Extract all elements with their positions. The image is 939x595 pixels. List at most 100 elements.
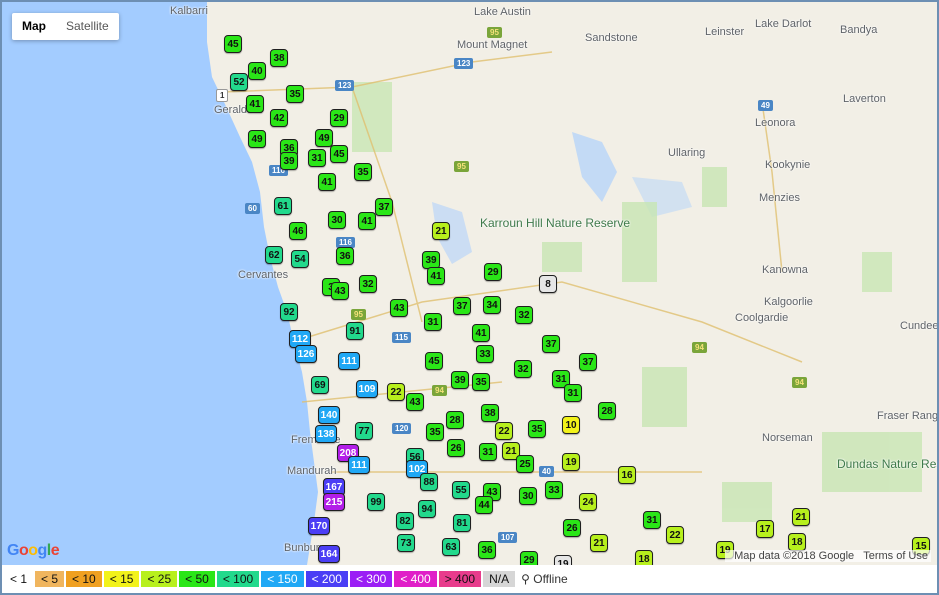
station-marker[interactable]: 31 [308, 149, 326, 167]
station-marker[interactable]: 31 [564, 384, 582, 402]
station-marker[interactable]: 82 [396, 512, 414, 530]
station-marker[interactable]: 45 [330, 145, 348, 163]
station-marker[interactable]: 99 [367, 493, 385, 511]
station-marker[interactable]: 41 [427, 267, 445, 285]
station-marker[interactable]: 61 [274, 197, 292, 215]
station-marker[interactable]: 215 [323, 493, 345, 511]
station-marker[interactable]: 69 [311, 376, 329, 394]
station-marker[interactable]: 170 [308, 517, 330, 535]
station-marker[interactable]: 36 [478, 541, 496, 559]
station-marker[interactable]: 49 [248, 130, 266, 148]
station-marker[interactable]: 40 [248, 62, 266, 80]
station-marker[interactable]: 24 [579, 493, 597, 511]
station-marker[interactable]: 39 [451, 371, 469, 389]
station-marker[interactable]: 21 [502, 442, 520, 460]
station-marker[interactable]: 126 [295, 345, 317, 363]
station-marker[interactable]: 35 [426, 423, 444, 441]
station-marker[interactable]: 167 [323, 478, 345, 496]
station-marker[interactable]: 29 [484, 263, 502, 281]
station-marker[interactable]: 8 [539, 275, 557, 293]
station-marker[interactable]: 22 [666, 526, 684, 544]
station-marker[interactable]: 55 [452, 481, 470, 499]
station-marker[interactable]: 22 [495, 422, 513, 440]
station-marker[interactable]: 54 [291, 250, 309, 268]
station-marker[interactable]: 63 [442, 538, 460, 556]
station-marker[interactable]: 35 [354, 163, 372, 181]
station-marker[interactable]: 33 [545, 481, 563, 499]
station-marker[interactable]: 26 [447, 439, 465, 457]
station-marker[interactable]: 18 [635, 550, 653, 565]
station-marker[interactable]: 35 [286, 85, 304, 103]
station-marker[interactable]: 44 [475, 496, 493, 514]
station-marker[interactable]: 25 [516, 455, 534, 473]
map-type-satellite-button[interactable]: Satellite [66, 19, 109, 33]
station-marker[interactable]: 73 [397, 534, 415, 552]
station-marker[interactable]: 31 [643, 511, 661, 529]
map-canvas[interactable]: Kalbarri Lake Austin Mount Magnet Sandst… [2, 2, 937, 565]
station-marker[interactable]: 111 [348, 456, 370, 474]
station-marker[interactable]: 109 [356, 380, 378, 398]
station-marker[interactable]: 140 [318, 406, 340, 424]
station-marker[interactable]: 41 [246, 95, 264, 113]
station-marker[interactable]: 30 [519, 487, 537, 505]
station-marker[interactable]: 19 [554, 555, 572, 565]
station-marker[interactable]: 41 [318, 173, 336, 191]
station-marker[interactable]: 37 [542, 335, 560, 353]
station-marker[interactable]: 34 [483, 296, 501, 314]
station-marker[interactable]: 77 [355, 422, 373, 440]
station-marker[interactable]: 21 [590, 534, 608, 552]
station-marker[interactable]: 33 [476, 345, 494, 363]
station-marker[interactable]: 17 [756, 520, 774, 538]
station-marker[interactable]: 138 [315, 425, 337, 443]
station-marker[interactable]: 21 [792, 508, 810, 526]
station-marker[interactable]: 22 [387, 383, 405, 401]
station-marker[interactable]: 38 [270, 49, 288, 67]
station-marker[interactable]: 94 [418, 500, 436, 518]
station-marker[interactable]: 42 [270, 109, 288, 127]
station-marker[interactable]: 30 [328, 211, 346, 229]
station-marker[interactable]: 39 [280, 152, 298, 170]
station-marker[interactable]: 49 [315, 129, 333, 147]
station-marker[interactable]: 111 [338, 352, 360, 370]
station-marker[interactable]: 41 [472, 324, 490, 342]
station-marker[interactable]: 37 [375, 198, 393, 216]
station-marker[interactable]: 45 [224, 35, 242, 53]
map-type-map-button[interactable]: Map [22, 19, 46, 33]
station-marker[interactable]: 35 [528, 420, 546, 438]
station-marker[interactable]: 43 [390, 299, 408, 317]
station-marker[interactable]: 21 [432, 222, 450, 240]
station-marker[interactable]: 16 [618, 466, 636, 484]
station-marker[interactable]: 46 [289, 222, 307, 240]
station-marker[interactable]: 38 [481, 404, 499, 422]
station-marker[interactable]: 45 [425, 352, 443, 370]
terms-of-use-link[interactable]: Terms of Use [863, 550, 928, 562]
station-marker[interactable]: 43 [406, 393, 424, 411]
station-marker[interactable]: 164 [318, 545, 340, 563]
station-marker[interactable]: 62 [265, 246, 283, 264]
station-marker[interactable]: 32 [359, 275, 377, 293]
station-marker[interactable]: 81 [453, 514, 471, 532]
station-marker[interactable]: 29 [330, 109, 348, 127]
station-marker[interactable]: 43 [331, 282, 349, 300]
station-marker[interactable]: 29 [520, 551, 538, 565]
station-marker[interactable]: 88 [420, 473, 438, 491]
station-marker[interactable]: 10 [562, 416, 580, 434]
station-marker[interactable]: 19 [562, 453, 580, 471]
station-marker[interactable]: 52 [230, 73, 248, 91]
station-marker[interactable]: 18 [788, 533, 806, 551]
station-marker[interactable]: 26 [563, 519, 581, 537]
station-marker[interactable]: 37 [579, 353, 597, 371]
station-marker[interactable]: 28 [446, 411, 464, 429]
station-marker[interactable]: 41 [358, 212, 376, 230]
station-marker[interactable]: 37 [453, 297, 471, 315]
station-marker[interactable]: 28 [598, 402, 616, 420]
station-marker[interactable]: 32 [515, 306, 533, 324]
station-marker[interactable]: 91 [346, 322, 364, 340]
station-marker[interactable]: 32 [514, 360, 532, 378]
station-marker[interactable]: 92 [280, 303, 298, 321]
station-marker[interactable]: 31 [479, 443, 497, 461]
station-marker[interactable]: 31 [552, 370, 570, 388]
station-marker[interactable]: 36 [336, 247, 354, 265]
station-marker[interactable]: 35 [472, 373, 490, 391]
station-marker[interactable]: 31 [424, 313, 442, 331]
